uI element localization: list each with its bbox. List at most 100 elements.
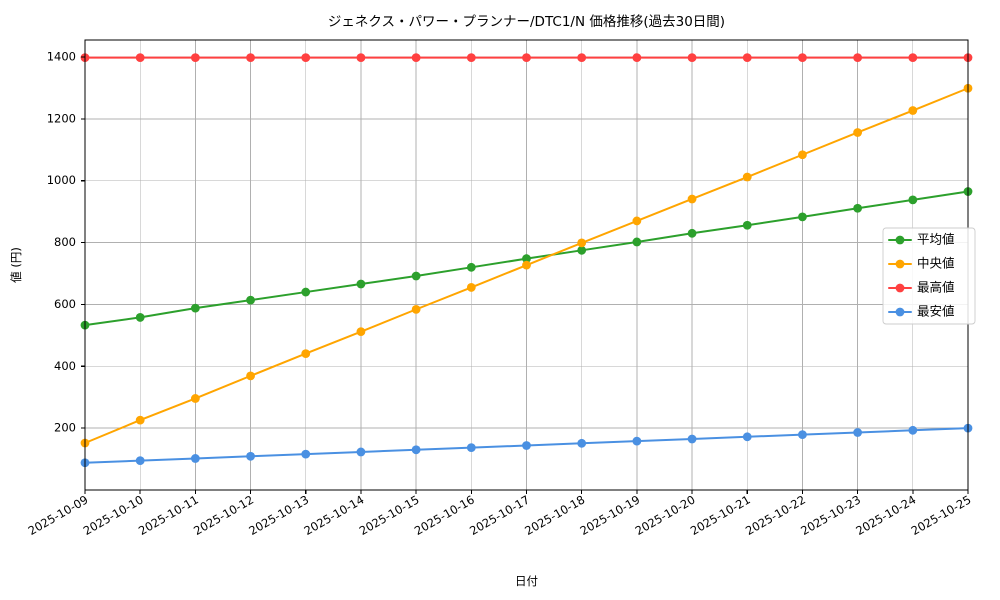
data-point-marker [135, 53, 145, 63]
data-point-marker [577, 438, 587, 448]
data-point-marker [246, 451, 255, 461]
data-point-marker [687, 228, 697, 238]
y-tick-label: 1000 [47, 173, 76, 187]
data-point-marker [742, 432, 752, 442]
legend-swatch-marker [895, 235, 905, 245]
series-3 [80, 53, 973, 63]
data-point-marker [301, 349, 311, 359]
x-tick-label: 2025-10-14 [302, 492, 367, 538]
x-tick-label: 2025-10-10 [81, 492, 146, 538]
data-point-marker [632, 53, 642, 63]
data-point-marker [687, 194, 697, 204]
data-point-marker [522, 441, 531, 450]
data-point-marker [522, 260, 531, 270]
legend-label: 中央値 [917, 256, 955, 271]
x-tick-label: 2025-10-09 [26, 492, 91, 538]
data-point-marker [908, 106, 918, 115]
series-1 [80, 187, 973, 330]
data-point-marker [742, 220, 752, 230]
data-point-marker [687, 53, 697, 63]
legend-label: 最安値 [917, 304, 955, 319]
data-point-marker [632, 216, 642, 226]
data-point-marker [466, 53, 476, 63]
x-tick-label: 2025-10-24 [853, 492, 918, 538]
data-point-marker [190, 53, 200, 63]
y-tick-label: 800 [54, 235, 76, 249]
y-tick-label: 400 [54, 359, 76, 373]
x-tick-label: 2025-10-16 [412, 492, 477, 538]
x-tick-label: 2025-10-25 [909, 492, 974, 538]
data-point-marker [190, 303, 200, 313]
data-point-marker [135, 313, 145, 322]
x-tick-label: 2025-10-15 [357, 492, 422, 538]
y-axis-ticks: 200 400 600 800 1000 1200 1400 [47, 50, 85, 435]
y-tick-label: 200 [54, 421, 76, 435]
x-tick-label: 2025-10-17 [467, 492, 532, 538]
data-point-marker [356, 447, 366, 457]
data-point-marker [466, 443, 476, 453]
data-point-marker [135, 456, 145, 466]
series-4 [80, 423, 973, 468]
legend-swatch-marker [895, 283, 905, 293]
data-point-marker [742, 172, 752, 182]
data-point-marker [742, 53, 752, 63]
data-point-marker [798, 53, 807, 63]
legend-item-2[interactable]: 中央値 [888, 256, 955, 271]
x-axis-label: 日付 [515, 574, 538, 588]
data-point-marker [853, 428, 863, 437]
legend-item-1[interactable]: 平均値 [888, 232, 955, 247]
legend-swatch-marker [895, 259, 905, 269]
legend-swatch-marker [895, 307, 905, 317]
data-point-marker [411, 445, 421, 455]
data-point-marker [798, 430, 807, 440]
x-tick-label: 2025-10-23 [798, 492, 863, 538]
data-point-marker [356, 279, 366, 289]
x-tick-label: 2025-10-11 [136, 492, 201, 538]
data-point-marker [466, 283, 476, 292]
data-series-group [80, 53, 973, 468]
data-point-marker [190, 454, 200, 463]
data-point-marker [632, 237, 642, 247]
data-point-marker [908, 195, 918, 205]
data-point-marker [853, 203, 863, 213]
x-tick-label: 2025-10-19 [577, 492, 642, 538]
data-point-marker [356, 327, 366, 337]
legend-label: 最高値 [917, 280, 955, 295]
data-point-marker [577, 245, 587, 255]
data-point-marker [632, 436, 642, 446]
data-point-marker [411, 53, 421, 63]
data-point-marker [522, 53, 531, 63]
data-point-marker [135, 415, 145, 425]
x-tick-label: 2025-10-18 [522, 492, 587, 538]
data-point-marker [522, 254, 531, 264]
y-axis-label: 値 (円) [9, 247, 23, 283]
data-point-marker [190, 394, 200, 403]
x-axis-ticks: 2025-10-092025-10-102025-10-112025-10-12… [26, 490, 974, 538]
data-point-marker [908, 53, 918, 63]
legend-item-4[interactable]: 最安値 [888, 304, 955, 319]
data-point-marker [577, 238, 587, 248]
data-point-marker [466, 262, 476, 272]
data-point-marker [853, 128, 863, 137]
y-tick-label: 600 [54, 297, 76, 311]
chart-title: ジェネクス・パワー・プランナー/DTC1/N 価格推移(過去30日間) [328, 14, 725, 30]
x-tick-label: 2025-10-20 [633, 492, 698, 538]
data-point-marker [853, 53, 863, 63]
data-point-marker [798, 150, 807, 160]
x-tick-label: 2025-10-21 [688, 492, 753, 538]
data-point-marker [301, 287, 311, 297]
data-point-marker [411, 271, 421, 281]
data-point-marker [246, 371, 255, 381]
data-point-marker [356, 53, 366, 63]
data-point-marker [687, 434, 697, 444]
x-tick-label: 2025-10-13 [246, 492, 311, 538]
legend-item-3[interactable]: 最高値 [888, 280, 955, 295]
data-point-marker [246, 295, 255, 305]
x-tick-label: 2025-10-12 [191, 492, 256, 538]
y-tick-label: 1200 [47, 111, 76, 125]
data-point-marker [301, 449, 311, 459]
data-point-marker [798, 212, 807, 222]
